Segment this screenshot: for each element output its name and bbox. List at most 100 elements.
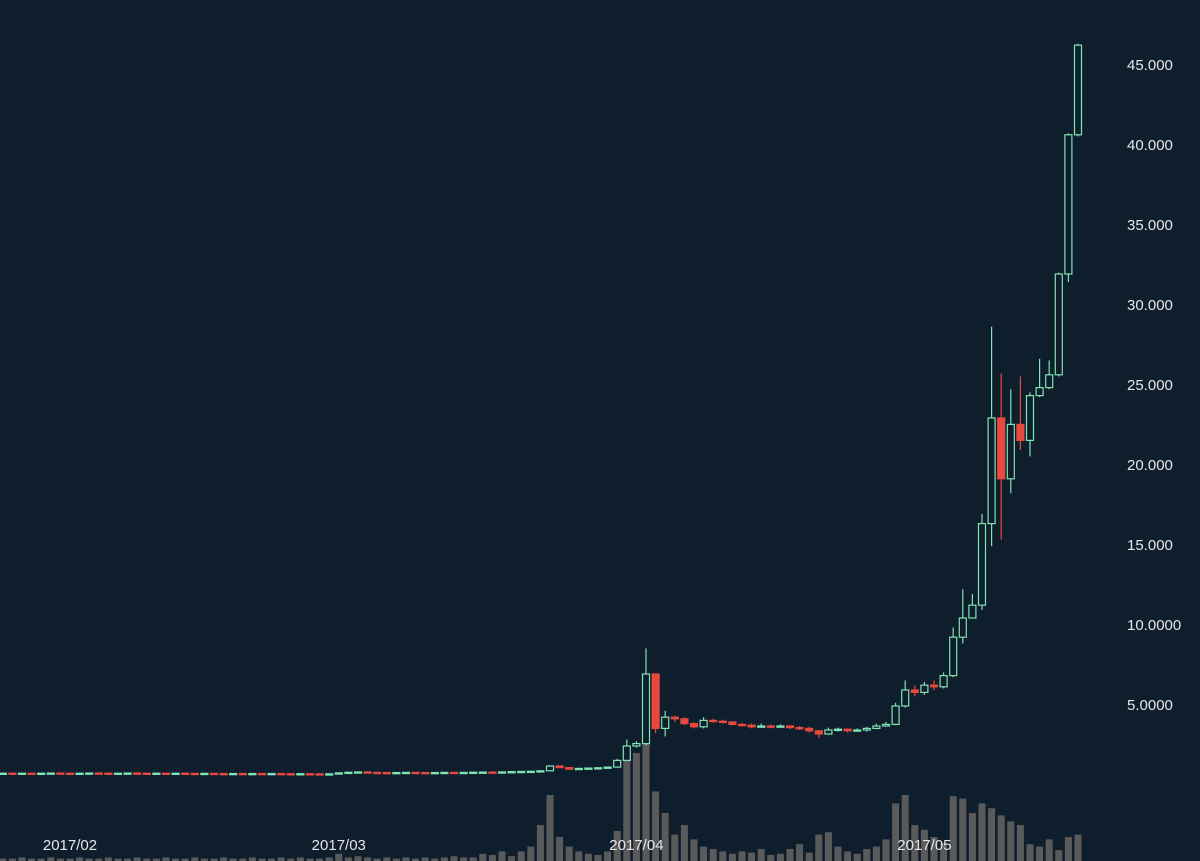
volume-bar — [988, 808, 996, 861]
candle-body — [56, 772, 65, 775]
volume-bar — [556, 837, 564, 861]
candle-body — [526, 770, 535, 774]
candle-body — [910, 689, 919, 693]
volume-bar — [152, 858, 160, 861]
volume-bar — [911, 825, 919, 861]
candle-body — [190, 772, 199, 776]
volume-bar — [930, 837, 938, 861]
volume-bar — [546, 795, 554, 861]
candle-body — [939, 674, 948, 688]
volume-bar — [901, 795, 909, 861]
candle-body — [949, 636, 958, 677]
volume-bar — [940, 843, 948, 861]
candle-body — [449, 771, 459, 775]
volume-bar — [104, 857, 112, 861]
volume-bar — [748, 852, 756, 861]
candle-body — [123, 772, 132, 775]
volume-bar — [316, 858, 324, 861]
candle-body — [238, 772, 247, 776]
volume-bar — [66, 858, 74, 861]
volume-bar — [805, 852, 813, 861]
candle-body — [392, 771, 401, 775]
candle-body — [209, 772, 219, 776]
candle-body — [401, 771, 411, 775]
candle-body — [584, 767, 593, 770]
volume-bar — [920, 829, 928, 861]
candle-body — [757, 725, 766, 728]
volume-bar — [709, 849, 717, 861]
x-tick-label: 2017/02 — [43, 837, 97, 854]
volume-bar — [412, 858, 420, 861]
volume-bar — [632, 753, 640, 861]
volume-bar — [776, 853, 784, 861]
candle-body — [997, 417, 1006, 480]
volume-bar — [124, 858, 132, 861]
candle-body — [565, 766, 574, 770]
candle-body — [37, 772, 46, 776]
volume-bar — [210, 858, 218, 861]
volume-bar — [229, 858, 237, 861]
candle-body — [0, 772, 7, 776]
volume-bar — [325, 857, 333, 861]
candle-body — [891, 705, 900, 725]
x-tick-label: 2017/05 — [897, 837, 951, 854]
volume-bar — [181, 858, 189, 861]
volume-bar — [892, 803, 900, 861]
candle-body — [133, 772, 142, 775]
candle-body — [545, 765, 555, 772]
volume-bar — [978, 803, 986, 861]
volume-bar — [997, 815, 1005, 861]
y-tick-label: 35.000 — [1127, 217, 1173, 234]
candle-body — [334, 772, 343, 775]
candle-body — [113, 772, 123, 776]
volume-bar — [296, 857, 304, 861]
volume-bar — [18, 857, 26, 861]
volume-bar — [8, 858, 16, 861]
candle-body — [929, 684, 939, 688]
candle-body — [373, 771, 382, 775]
volume-bar — [834, 846, 842, 861]
volume-bar — [584, 853, 592, 861]
candle-body — [795, 726, 804, 730]
candle-body — [517, 770, 526, 774]
volume-bar — [767, 855, 775, 861]
volume-bar — [85, 858, 93, 861]
volume-bar — [114, 858, 122, 861]
volume-bar — [392, 858, 400, 861]
candle-body — [776, 725, 785, 728]
candle-body — [881, 723, 891, 727]
candle-body — [593, 767, 603, 770]
candle-body — [1045, 374, 1054, 389]
candle-body — [632, 742, 641, 747]
candle-body — [104, 772, 113, 776]
volume-bar — [143, 858, 151, 861]
candle-body — [305, 773, 315, 776]
volume-bar — [661, 813, 669, 861]
volume-bar — [1064, 837, 1072, 861]
volume-bar — [498, 851, 506, 861]
candle-body — [85, 772, 94, 775]
candle-body — [200, 772, 209, 776]
volume-bar — [421, 857, 429, 861]
volume-bar — [690, 839, 698, 861]
candle-body — [968, 604, 977, 619]
volume-bar — [719, 851, 727, 861]
volume-bar — [796, 844, 804, 861]
candle-body — [267, 772, 276, 776]
candle-body — [411, 771, 420, 775]
volume-bar — [364, 857, 372, 861]
candle-body — [1054, 273, 1063, 376]
candle-body — [709, 719, 718, 723]
volume-bar — [162, 857, 170, 861]
candle-body — [46, 772, 55, 775]
volume-bar — [738, 851, 746, 861]
y-tick-label: 45.000 — [1127, 57, 1173, 74]
volume-bar — [28, 858, 36, 861]
volume-bar — [172, 858, 180, 861]
volume-bar — [824, 832, 832, 861]
candle-body — [728, 721, 737, 725]
volume-bar — [488, 855, 496, 861]
candle-body — [219, 772, 228, 776]
volume-bar — [450, 856, 458, 861]
volume-bar — [527, 846, 535, 861]
